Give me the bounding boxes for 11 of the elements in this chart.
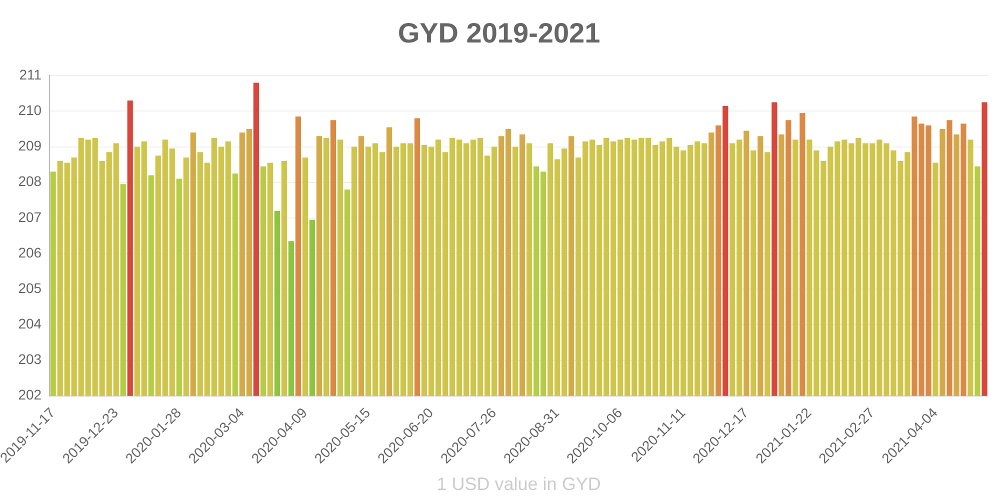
y-tick-label: 209 bbox=[18, 138, 42, 154]
y-tick-label: 211 bbox=[19, 66, 42, 82]
y-tick-label: 210 bbox=[18, 102, 42, 118]
y-tick-label: 206 bbox=[18, 244, 42, 260]
y-tick-label: 204 bbox=[18, 316, 42, 332]
y-tick-label: 208 bbox=[18, 173, 42, 190]
y-tick-label: 207 bbox=[18, 208, 42, 225]
y-tick-label: 202 bbox=[18, 386, 42, 403]
y-tick-label: 203 bbox=[18, 351, 42, 368]
y-tick-label: 205 bbox=[18, 280, 42, 296]
chart-title: GYD 2019-2021 bbox=[398, 18, 600, 49]
